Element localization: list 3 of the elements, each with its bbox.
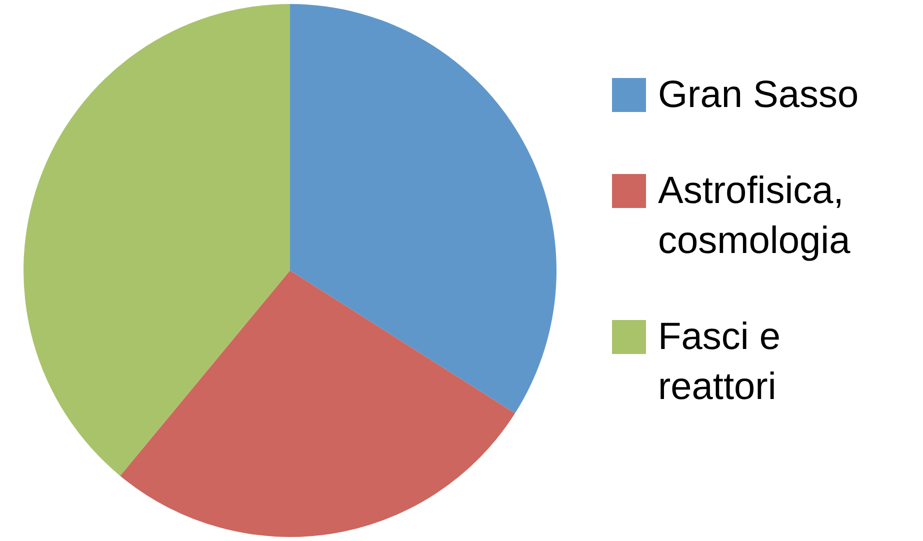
legend-label: Astrofisica, cosmologia [658, 169, 852, 264]
legend-label: Gran Sasso [658, 73, 859, 118]
legend-label: Fasci e reattori [658, 315, 782, 410]
